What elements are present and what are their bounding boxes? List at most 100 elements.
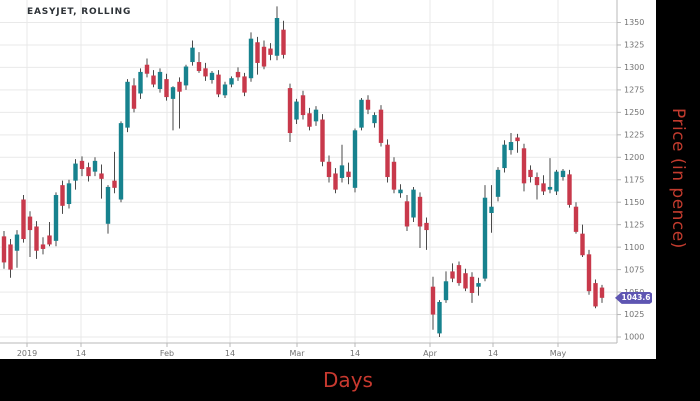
candle-body	[372, 115, 377, 124]
candle	[339, 144, 345, 183]
candle	[326, 155, 332, 183]
candle	[346, 162, 351, 185]
candle-body	[502, 144, 507, 169]
candle	[73, 159, 78, 190]
candle-body	[307, 113, 312, 127]
candle-body	[53, 195, 59, 241]
candle-body	[437, 301, 442, 334]
candle	[222, 81, 228, 98]
candle-body	[190, 47, 195, 63]
candle	[333, 168, 338, 194]
candle-body	[599, 287, 605, 298]
candle	[424, 217, 429, 250]
candle	[547, 158, 553, 194]
candle	[229, 76, 234, 88]
candle-body	[508, 142, 514, 151]
candle-body	[385, 144, 390, 178]
candle-body	[229, 78, 234, 85]
candle	[248, 32, 254, 82]
candle-body	[8, 244, 13, 270]
candle-body	[424, 222, 429, 231]
candle	[320, 114, 325, 167]
candle-body	[443, 281, 449, 301]
candle-body	[398, 189, 403, 194]
candle	[118, 121, 124, 203]
candle-body	[125, 81, 130, 128]
x-tick-label: 14	[488, 349, 498, 358]
candle	[476, 277, 481, 296]
candle	[599, 284, 605, 303]
candle	[573, 202, 579, 234]
candle	[417, 192, 423, 249]
candle	[14, 230, 20, 268]
candle-body	[131, 85, 137, 109]
candle	[528, 165, 533, 183]
candle-body	[391, 161, 397, 190]
candle-body	[1, 236, 7, 263]
y-tick-label: 1300	[624, 63, 644, 72]
candle-body	[560, 170, 566, 178]
candle-body	[248, 38, 254, 79]
candle	[92, 157, 98, 177]
candle	[203, 62, 208, 81]
candle	[456, 261, 462, 286]
candle	[482, 185, 488, 282]
candle-body	[105, 186, 111, 224]
candle-body	[287, 88, 293, 134]
candle-body	[66, 183, 72, 205]
candle-body	[40, 244, 46, 249]
y-tick-label: 1350	[624, 18, 644, 27]
candle	[196, 52, 202, 73]
candle	[450, 263, 455, 283]
candle	[398, 184, 403, 198]
candle-body	[554, 171, 559, 192]
candle-body	[339, 165, 345, 178]
candle	[131, 78, 137, 113]
candle	[235, 67, 241, 81]
candle-body	[268, 48, 273, 55]
candle-body	[541, 183, 546, 192]
candle-body	[281, 29, 286, 55]
candle	[534, 172, 540, 200]
candle-body	[274, 18, 280, 56]
y-tick-label: 1200	[624, 153, 644, 162]
candle	[443, 271, 449, 303]
candle	[541, 175, 546, 196]
candle-body	[534, 177, 540, 186]
candle-body	[495, 169, 501, 197]
y-tick-label: 1150	[624, 198, 644, 207]
y-tick-label: 1025	[624, 310, 644, 319]
candle	[593, 279, 598, 309]
candle	[300, 90, 306, 120]
candle	[8, 239, 13, 278]
candle-body	[138, 71, 143, 94]
candle-body	[320, 119, 325, 162]
y-tick-label: 1000	[624, 333, 644, 342]
plot-region: 1000102510501075110011251150117512001225…	[0, 0, 656, 359]
candle	[86, 162, 91, 182]
candle	[365, 95, 371, 115]
candle-body	[170, 87, 176, 99]
chart-title: EASYJET, ROLLING	[27, 7, 132, 17]
candle-body	[404, 201, 410, 227]
y-tick-label: 1125	[624, 220, 644, 229]
candle	[177, 77, 182, 129]
candle	[372, 112, 377, 128]
candle	[580, 224, 585, 258]
candle-body	[346, 171, 351, 178]
candle-body	[92, 160, 98, 172]
candle	[404, 195, 410, 231]
candle-body	[183, 66, 189, 86]
candle	[469, 272, 475, 303]
candle	[112, 151, 117, 194]
candle	[521, 143, 527, 192]
candle-body	[528, 169, 533, 178]
candle-body	[261, 46, 267, 67]
candle	[151, 70, 156, 88]
candle	[53, 192, 59, 247]
x-tick-label: 2019	[17, 349, 37, 358]
y-tick-label: 1075	[624, 265, 644, 274]
candle-body	[242, 76, 247, 93]
candle-body	[34, 226, 39, 251]
